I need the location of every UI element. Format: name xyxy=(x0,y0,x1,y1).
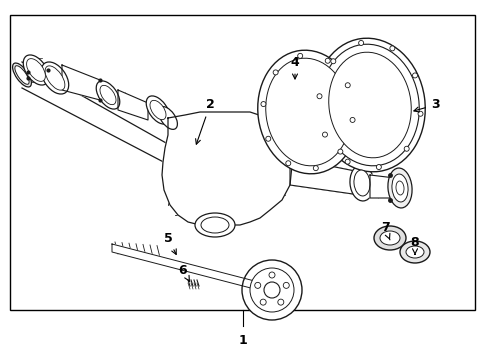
Circle shape xyxy=(330,59,335,64)
Ellipse shape xyxy=(100,85,116,105)
Text: 2: 2 xyxy=(195,99,214,144)
Ellipse shape xyxy=(23,55,49,85)
Circle shape xyxy=(313,166,318,171)
Circle shape xyxy=(358,40,363,45)
Circle shape xyxy=(273,70,278,75)
Circle shape xyxy=(325,58,329,63)
Bar xyxy=(10,15,474,310)
Circle shape xyxy=(404,146,408,151)
Circle shape xyxy=(242,260,302,320)
Ellipse shape xyxy=(257,50,358,174)
Text: 3: 3 xyxy=(413,99,438,112)
Ellipse shape xyxy=(150,100,165,120)
Text: 1: 1 xyxy=(238,333,247,346)
Ellipse shape xyxy=(395,181,403,195)
Ellipse shape xyxy=(349,165,373,201)
Circle shape xyxy=(277,299,283,305)
Circle shape xyxy=(268,272,274,278)
Ellipse shape xyxy=(26,59,45,81)
Circle shape xyxy=(249,268,293,312)
Ellipse shape xyxy=(201,217,228,233)
Circle shape xyxy=(337,149,342,154)
Ellipse shape xyxy=(45,66,65,90)
Circle shape xyxy=(412,73,417,78)
Ellipse shape xyxy=(195,213,235,237)
Polygon shape xyxy=(289,158,359,195)
Ellipse shape xyxy=(146,96,169,124)
Circle shape xyxy=(283,282,289,288)
Ellipse shape xyxy=(96,81,120,109)
Circle shape xyxy=(264,282,280,298)
Ellipse shape xyxy=(353,170,369,196)
Polygon shape xyxy=(62,65,100,100)
Ellipse shape xyxy=(391,174,407,202)
Polygon shape xyxy=(118,90,148,120)
Circle shape xyxy=(261,102,265,107)
Circle shape xyxy=(285,161,290,166)
Text: 7: 7 xyxy=(380,221,389,240)
Polygon shape xyxy=(369,175,394,198)
Ellipse shape xyxy=(13,63,31,87)
Polygon shape xyxy=(162,112,291,225)
Circle shape xyxy=(316,94,321,99)
Polygon shape xyxy=(22,62,175,168)
Circle shape xyxy=(345,159,349,164)
Circle shape xyxy=(322,132,327,137)
Ellipse shape xyxy=(158,107,177,129)
Circle shape xyxy=(260,299,265,305)
Ellipse shape xyxy=(314,38,425,172)
Circle shape xyxy=(345,83,349,88)
Circle shape xyxy=(265,136,270,141)
Ellipse shape xyxy=(405,246,423,258)
Ellipse shape xyxy=(41,62,68,94)
Circle shape xyxy=(376,165,381,170)
Polygon shape xyxy=(112,244,269,293)
Ellipse shape xyxy=(265,58,349,166)
Ellipse shape xyxy=(320,44,418,166)
Circle shape xyxy=(297,53,302,58)
Ellipse shape xyxy=(15,66,29,84)
Circle shape xyxy=(417,111,422,116)
Circle shape xyxy=(389,46,394,51)
Circle shape xyxy=(349,117,354,122)
Text: 4: 4 xyxy=(290,55,299,79)
Ellipse shape xyxy=(379,231,399,245)
Text: 5: 5 xyxy=(163,231,176,255)
Ellipse shape xyxy=(373,226,405,250)
Text: 6: 6 xyxy=(178,264,189,282)
Text: 8: 8 xyxy=(410,235,418,254)
Ellipse shape xyxy=(328,52,410,158)
Ellipse shape xyxy=(387,168,411,208)
Circle shape xyxy=(254,282,260,288)
Ellipse shape xyxy=(399,241,429,263)
